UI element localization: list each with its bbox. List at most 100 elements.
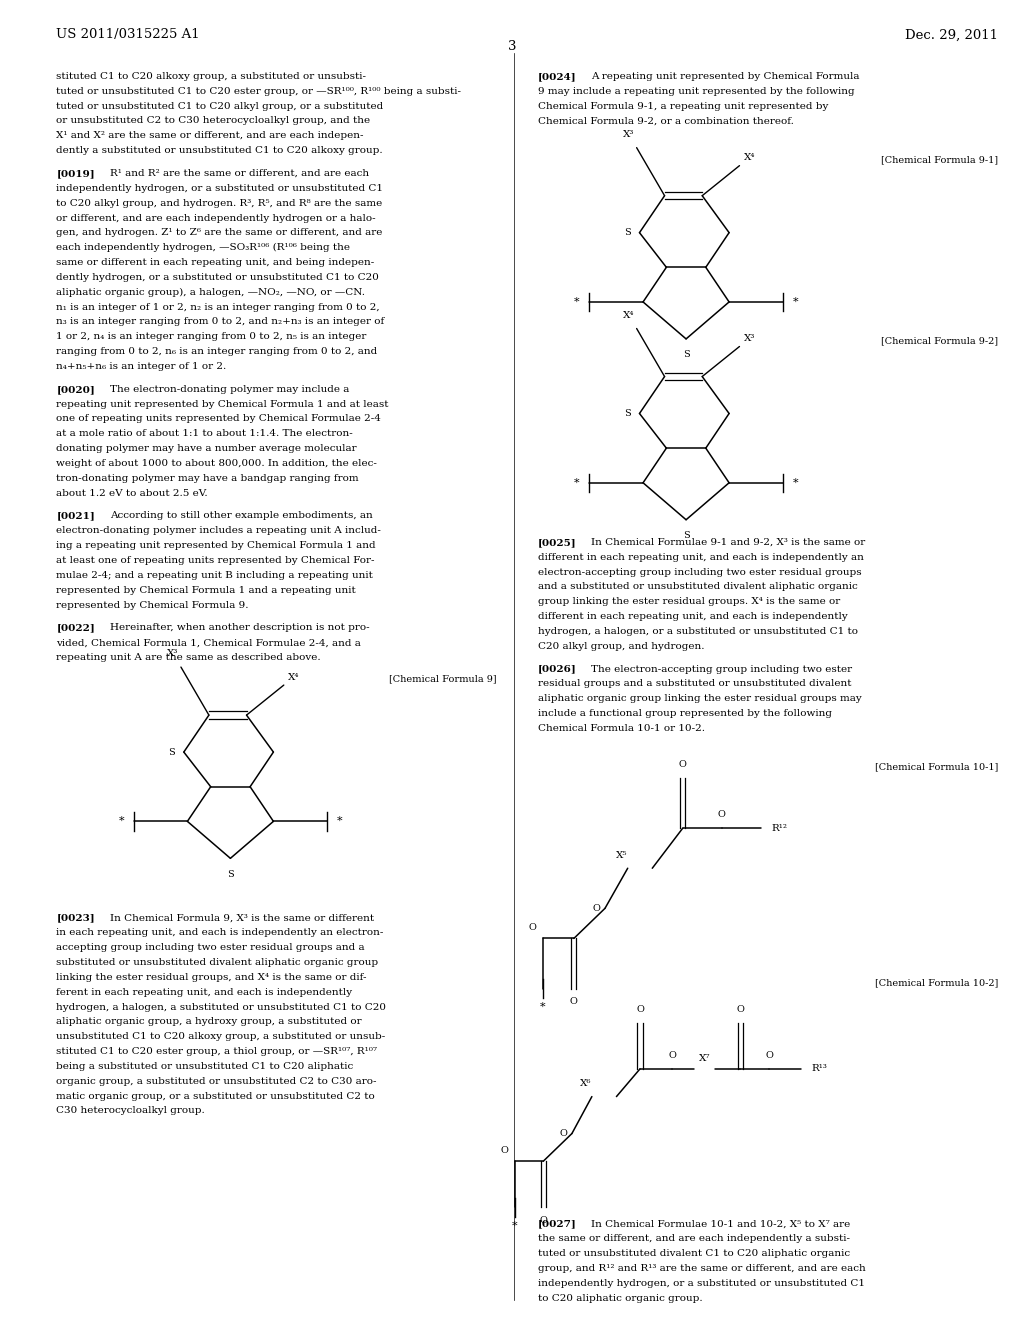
Text: stituted C1 to C20 alkoxy group, a substituted or unsubsti-: stituted C1 to C20 alkoxy group, a subst… [56,71,367,81]
Text: include a functional group represented by the following: include a functional group represented b… [538,709,831,718]
Text: O: O [501,1146,508,1155]
Text: tuted or unsubstituted C1 to C20 alkyl group, or a substituted: tuted or unsubstituted C1 to C20 alkyl g… [56,102,384,111]
Text: O: O [593,904,601,913]
Text: O: O [570,998,578,1006]
Text: electron-donating polymer includes a repeating unit A includ-: electron-donating polymer includes a rep… [56,527,381,536]
Text: O: O [736,1005,744,1014]
Text: [0027]: [0027] [538,1220,577,1229]
Text: stituted C1 to C20 ester group, a thiol group, or —SR¹⁰⁷, R¹⁰⁷: stituted C1 to C20 ester group, a thiol … [56,1047,377,1056]
Text: [0022]: [0022] [56,623,95,632]
Text: or different, and are each independently hydrogen or a halo-: or different, and are each independently… [56,214,376,223]
Text: one of repeating units represented by Chemical Formulae 2-4: one of repeating units represented by Ch… [56,414,381,424]
Text: linking the ester residual groups, and X⁴ is the same or dif-: linking the ester residual groups, and X… [56,973,367,982]
Text: repeating unit A are the same as described above.: repeating unit A are the same as describ… [56,653,321,663]
Text: dently hydrogen, or a substituted or unsubstituted C1 to C20: dently hydrogen, or a substituted or uns… [56,273,379,282]
Text: O: O [669,1051,676,1060]
Text: [Chemical Formula 10-1]: [Chemical Formula 10-1] [876,763,998,772]
Text: O: O [765,1051,773,1060]
Text: X³: X³ [167,649,178,659]
Text: O: O [560,1129,567,1138]
Text: donating polymer may have a number average molecular: donating polymer may have a number avera… [56,444,357,453]
Text: [Chemical Formula 10-2]: [Chemical Formula 10-2] [876,978,998,987]
Text: or unsubstituted C2 to C30 heterocycloalkyl group, and the: or unsubstituted C2 to C30 heterocycloal… [56,116,371,125]
Text: unsubstituted C1 to C20 alkoxy group, a substituted or unsub-: unsubstituted C1 to C20 alkoxy group, a … [56,1032,386,1041]
Text: The electron-accepting group including two ester: The electron-accepting group including t… [591,664,852,673]
Text: ferent in each repeating unit, and each is independently: ferent in each repeating unit, and each … [56,987,352,997]
Text: C20 alkyl group, and hydrogen.: C20 alkyl group, and hydrogen. [538,642,705,651]
Text: R¹ and R² are the same or different, and are each: R¹ and R² are the same or different, and… [110,169,369,178]
Text: S: S [683,531,689,540]
Text: [Chemical Formula 9-2]: [Chemical Formula 9-2] [882,335,998,345]
Text: independently hydrogen, or a substituted or unsubstituted C1: independently hydrogen, or a substituted… [56,183,383,193]
Text: hydrogen, a halogen, a substituted or unsubstituted C1 to C20: hydrogen, a halogen, a substituted or un… [56,1002,386,1011]
Text: 1 or 2, n₄ is an integer ranging from 0 to 2, n₅ is an integer: 1 or 2, n₄ is an integer ranging from 0 … [56,333,367,342]
Text: X³: X³ [623,129,634,139]
Text: matic organic group, or a substituted or unsubstituted C2 to: matic organic group, or a substituted or… [56,1092,375,1101]
Text: [0019]: [0019] [56,169,95,178]
Text: C30 heterocycloalkyl group.: C30 heterocycloalkyl group. [56,1106,205,1115]
Text: the same or different, and are each independently a substi-: the same or different, and are each inde… [538,1234,850,1243]
Text: tuted or unsubstituted C1 to C20 ester group, or —SR¹⁰⁰, R¹⁰⁰ being a substi-: tuted or unsubstituted C1 to C20 ester g… [56,87,462,96]
Text: at a mole ratio of about 1:1 to about 1:1.4. The electron-: at a mole ratio of about 1:1 to about 1:… [56,429,353,438]
Text: [0020]: [0020] [56,384,95,393]
Text: residual groups and a substituted or unsubstituted divalent: residual groups and a substituted or uns… [538,680,851,689]
Text: about 1.2 eV to about 2.5 eV.: about 1.2 eV to about 2.5 eV. [56,488,208,498]
Text: tuted or unsubstituted divalent C1 to C20 aliphatic organic: tuted or unsubstituted divalent C1 to C2… [538,1249,850,1258]
Text: mulae 2-4; and a repeating unit B including a repeating unit: mulae 2-4; and a repeating unit B includ… [56,570,373,579]
Text: 9 may include a repeating unit represented by the following: 9 may include a repeating unit represent… [538,87,854,96]
Text: ing a repeating unit represented by Chemical Formula 1 and: ing a repeating unit represented by Chem… [56,541,376,550]
Text: [0023]: [0023] [56,913,95,923]
Text: The electron-donating polymer may include a: The electron-donating polymer may includ… [110,384,349,393]
Text: n₁ is an integer of 1 or 2, n₂ is an integer ranging from 0 to 2,: n₁ is an integer of 1 or 2, n₂ is an int… [56,302,380,312]
Text: represented by Chemical Formula 1 and a repeating unit: represented by Chemical Formula 1 and a … [56,586,356,595]
Text: S: S [227,870,233,879]
Text: aliphatic organic group linking the ester residual groups may: aliphatic organic group linking the este… [538,694,861,704]
Text: each independently hydrogen, —SO₃R¹⁰⁶ (R¹⁰⁶ being the: each independently hydrogen, —SO₃R¹⁰⁶ (R… [56,243,350,252]
Text: n₄+n₅+n₆ is an integer of 1 or 2.: n₄+n₅+n₆ is an integer of 1 or 2. [56,362,226,371]
Text: and a substituted or unsubstituted divalent aliphatic organic: and a substituted or unsubstituted dival… [538,582,857,591]
Text: being a substituted or unsubstituted C1 to C20 aliphatic: being a substituted or unsubstituted C1 … [56,1061,353,1071]
Text: X⁴: X⁴ [623,310,634,319]
Text: R¹²: R¹² [771,824,787,833]
Text: 3: 3 [508,40,516,53]
Text: X⁶: X⁶ [580,1078,592,1088]
Text: A repeating unit represented by Chemical Formula: A repeating unit represented by Chemical… [591,71,859,81]
Text: *: * [337,816,342,826]
Text: *: * [540,1002,546,1012]
Text: accepting group including two ester residual groups and a: accepting group including two ester resi… [56,942,365,952]
Text: tron-donating polymer may have a bandgap ranging from: tron-donating polymer may have a bandgap… [56,474,359,483]
Text: Hereinafter, when another description is not pro-: Hereinafter, when another description is… [110,623,370,632]
Text: X¹ and X² are the same or different, and are each indepen-: X¹ and X² are the same or different, and… [56,131,364,140]
Text: aliphatic organic group, a hydroxy group, a substituted or: aliphatic organic group, a hydroxy group… [56,1018,361,1027]
Text: S: S [624,409,631,418]
Text: *: * [574,478,580,488]
Text: *: * [119,816,124,826]
Text: S: S [683,350,689,359]
Text: at least one of repeating units represented by Chemical For-: at least one of repeating units represen… [56,556,375,565]
Text: repeating unit represented by Chemical Formula 1 and at least: repeating unit represented by Chemical F… [56,400,389,409]
Text: [0026]: [0026] [538,664,577,673]
Text: O: O [718,810,726,820]
Text: different in each repeating unit, and each is independently: different in each repeating unit, and ea… [538,612,847,622]
Text: weight of about 1000 to about 800,000. In addition, the elec-: weight of about 1000 to about 800,000. I… [56,459,377,469]
Text: Chemical Formula 9-2, or a combination thereof.: Chemical Formula 9-2, or a combination t… [538,116,794,125]
Text: O: O [540,1216,547,1225]
Text: gen, and hydrogen. Z¹ to Z⁶ are the same or different, and are: gen, and hydrogen. Z¹ to Z⁶ are the same… [56,228,383,238]
Text: R¹³: R¹³ [812,1064,827,1073]
Text: ranging from 0 to 2, n₆ is an integer ranging from 0 to 2, and: ranging from 0 to 2, n₆ is an integer ra… [56,347,378,356]
Text: [Chemical Formula 9-1]: [Chemical Formula 9-1] [882,154,998,164]
Text: Chemical Formula 10-1 or 10-2.: Chemical Formula 10-1 or 10-2. [538,723,705,733]
Text: X⁴: X⁴ [744,153,756,162]
Text: organic group, a substituted or unsubstituted C2 to C30 aro-: organic group, a substituted or unsubsti… [56,1077,377,1086]
Text: hydrogen, a halogen, or a substituted or unsubstituted C1 to: hydrogen, a halogen, or a substituted or… [538,627,858,636]
Text: aliphatic organic group), a halogen, —NO₂, —NO, or —CN.: aliphatic organic group), a halogen, —NO… [56,288,366,297]
Text: *: * [793,297,798,308]
Text: to C20 aliphatic organic group.: to C20 aliphatic organic group. [538,1294,702,1303]
Text: In Chemical Formulae 9-1 and 9-2, X³ is the same or: In Chemical Formulae 9-1 and 9-2, X³ is … [591,539,865,546]
Text: [Chemical Formula 9]: [Chemical Formula 9] [389,675,497,684]
Text: group linking the ester residual groups. X⁴ is the same or: group linking the ester residual groups.… [538,597,840,606]
Text: substituted or unsubstituted divalent aliphatic organic group: substituted or unsubstituted divalent al… [56,958,379,968]
Text: In Chemical Formulae 10-1 and 10-2, X⁵ to X⁷ are: In Chemical Formulae 10-1 and 10-2, X⁵ t… [591,1220,850,1229]
Text: O: O [528,924,537,932]
Text: to C20 alkyl group, and hydrogen. R³, R⁵, and R⁸ are the same: to C20 alkyl group, and hydrogen. R³, R⁵… [56,198,383,207]
